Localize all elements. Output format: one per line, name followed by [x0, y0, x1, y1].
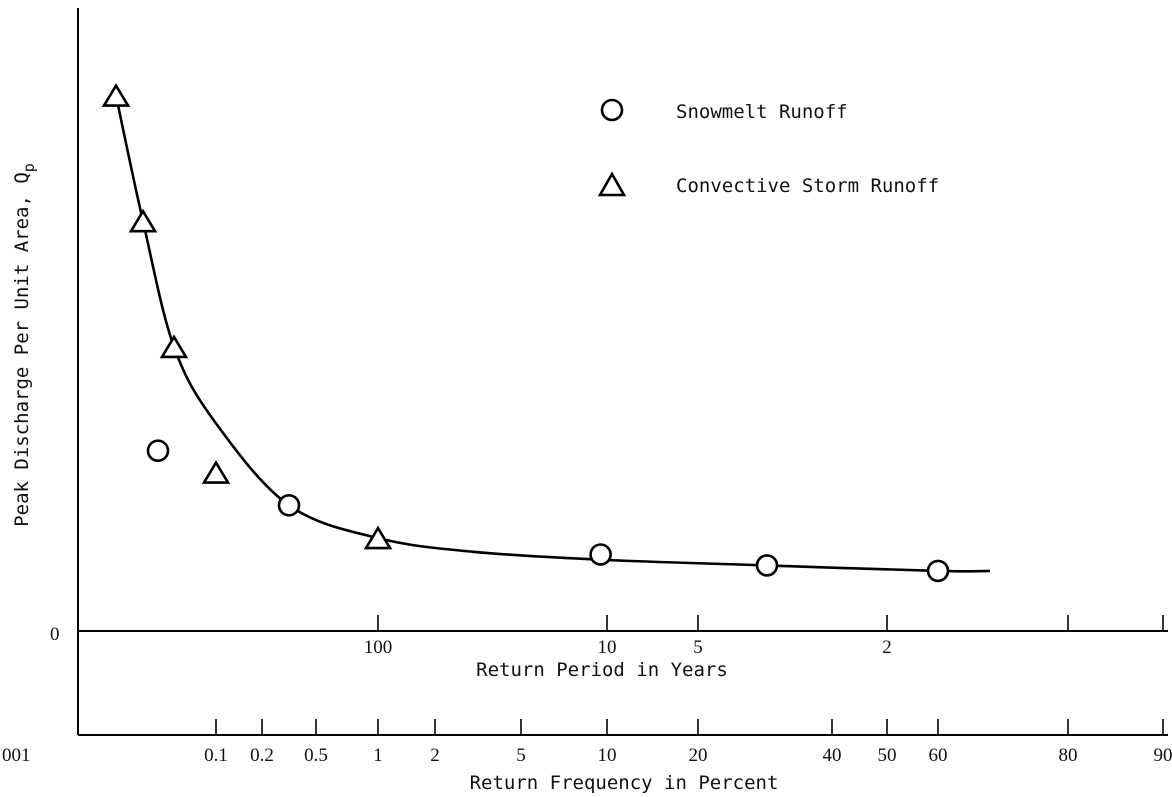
bottom-axis-tick-label: 0.2	[250, 745, 274, 766]
top-axis-title: Return Period in Years	[476, 659, 728, 681]
bottom-axis-title: Return Frequency in Percent	[470, 772, 779, 794]
top-axis-tick-label: 2	[882, 637, 892, 658]
top-axis-ticks: 100 10 5 2	[364, 615, 1164, 658]
bottom-axis-tick-label: 0.1	[204, 745, 228, 766]
bottom-axis-tick-label: 2	[430, 745, 440, 766]
legend-circle-marker	[600, 98, 624, 122]
legend-triangle-marker	[597, 171, 627, 197]
fitted-curve	[114, 95, 991, 573]
legend: Snowmelt Runoff Convective Storm Runoff	[597, 98, 939, 197]
convective-storm-runoff-point	[159, 334, 189, 359]
bottom-axis-tick-label: 40	[823, 745, 842, 766]
bottom-axis-tick-label: 1	[373, 745, 383, 766]
bottom-axis-tick-label: 50	[878, 745, 897, 766]
snowmelt-runoff-point	[277, 493, 301, 517]
convective-storm-runoff-point	[201, 460, 231, 484]
convective-storm-runoff-point	[128, 208, 158, 233]
convective-storm-runoff-point	[101, 83, 131, 107]
snowmelt-runoff-point	[755, 554, 779, 577]
y-axis-label-group: Peak Discharge Per Unit Area, Qp	[11, 163, 38, 527]
bottom-axis-tick-label: 001	[2, 745, 31, 766]
bottom-axis-ticks: 001 0.1 0.2 0.5 1 2 5 10 20 40 50 60 80 90	[2, 719, 1172, 766]
snowmelt-runoff-point	[926, 559, 950, 583]
bottom-axis-tick-label: 20	[689, 745, 708, 766]
bottom-axis-tick-label: 80	[1059, 745, 1078, 766]
snowmelt-runoff-point	[146, 439, 170, 463]
bottom-axis-tick-label: 60	[929, 745, 948, 766]
plot-area	[101, 83, 991, 583]
snowmelt-runoff-point	[589, 543, 612, 566]
axes: 0	[50, 8, 1168, 736]
legend-label-convective: Convective Storm Runoff	[676, 175, 939, 197]
y-axis-label: Peak Discharge Per Unit Area, Qp	[11, 163, 38, 527]
bottom-axis-tick-label: 10	[598, 745, 617, 766]
bottom-axis-tick-label: 5	[516, 745, 526, 766]
top-axis-tick-label: 10	[598, 637, 617, 658]
y-zero-label: 0	[50, 624, 60, 645]
legend-label-snowmelt: Snowmelt Runoff	[676, 101, 848, 123]
top-axis-tick-label: 5	[693, 637, 703, 658]
convective-storm-runoff-point	[363, 525, 393, 550]
bottom-axis-tick-label: 0.5	[304, 745, 328, 766]
bottom-axis-tick-label: 90	[1154, 745, 1172, 766]
top-axis-tick-label: 100	[364, 637, 393, 658]
